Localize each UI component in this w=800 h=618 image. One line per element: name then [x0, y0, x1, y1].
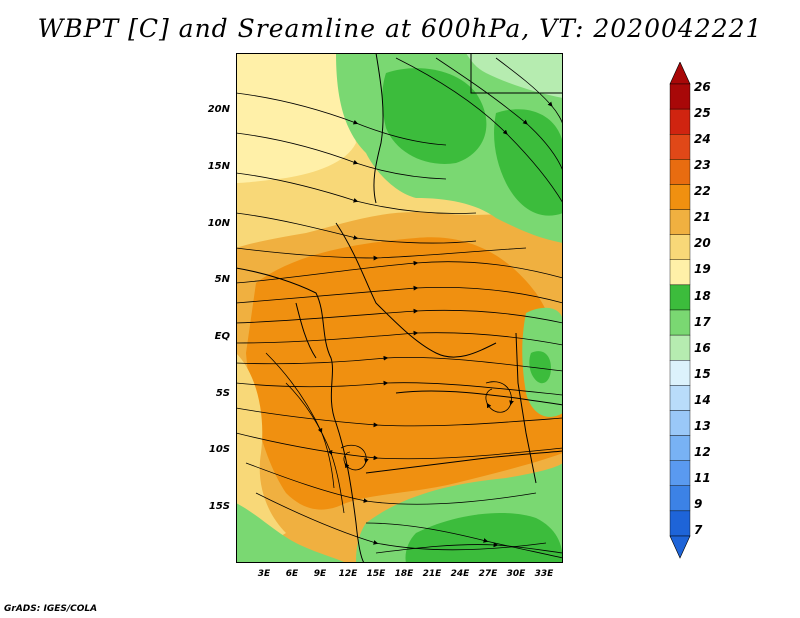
wbpt-field-16-north — [466, 53, 563, 98]
map-panel — [236, 53, 563, 563]
lat-label-5n: 5N — [214, 274, 230, 285]
colorbar-label-15: 15 — [694, 367, 711, 381]
colorbar-segment-13 — [669, 410, 691, 436]
colorbar-label-26: 26 — [694, 80, 711, 94]
lon-label-15e: 15E — [366, 569, 386, 579]
colorbar-label-18: 18 — [694, 289, 711, 303]
lat-label-10n: 10N — [207, 218, 230, 229]
colorbar-label-21: 21 — [694, 210, 711, 224]
colorbar-segment-15 — [669, 360, 691, 386]
colorbar-label-17: 17 — [694, 315, 711, 329]
colorbar-segment-26 — [669, 83, 691, 110]
lon-label-18e: 18E — [394, 569, 414, 579]
colorbar-segment-9 — [669, 485, 691, 512]
lat-label-5s: 5S — [215, 388, 230, 399]
lon-label-30e: 30E — [506, 569, 526, 579]
colorbar-label-23: 23 — [694, 158, 711, 172]
colorbar-label-11: 11 — [694, 471, 711, 485]
wbpt-field-18-ne — [494, 109, 563, 216]
colorbar-label-13: 13 — [694, 419, 711, 433]
wbpt-field-19-nw — [236, 53, 356, 183]
lat-label-eq: EQ — [214, 331, 230, 342]
colorbar-segment-20 — [669, 234, 691, 260]
colorbar-segment-22 — [669, 184, 691, 210]
colorbar-label-12: 12 — [694, 445, 711, 459]
colorbar-segment-21 — [669, 209, 691, 235]
lon-label-21e: 21E — [422, 569, 442, 579]
lat-label-15n: 15N — [207, 161, 230, 172]
colorbar-segment-24 — [669, 134, 691, 160]
wbpt-field-18-south — [405, 513, 563, 563]
wbpt-field-17-sw — [236, 503, 346, 563]
colorbar-bottom-arrow — [669, 535, 691, 559]
lon-label-33e: 33E — [534, 569, 554, 579]
colorbar-segments — [669, 83, 691, 537]
colorbar-label-22: 22 — [694, 184, 711, 198]
colorbar-label-9: 9 — [694, 497, 703, 511]
lon-label-6e: 6E — [285, 569, 299, 579]
colorbar-label-7: 7 — [694, 523, 703, 537]
colorbar-segment-19 — [669, 259, 691, 286]
lat-label-15s: 15S — [208, 501, 230, 512]
colorbar-label-19: 19 — [694, 262, 711, 276]
colorbar-segment-23 — [669, 159, 691, 185]
colorbar-label-25: 25 — [694, 106, 711, 120]
colorbar-segment-16 — [669, 334, 691, 361]
streamlines — [236, 57, 563, 559]
lon-label-9e: 9E — [313, 569, 327, 579]
colorbar-label-24: 24 — [694, 132, 711, 146]
colorbar-top-arrow — [669, 62, 691, 85]
lon-label-12e: 12E — [338, 569, 358, 579]
colorbar-label-20: 20 — [694, 236, 711, 250]
colorbar-label-16: 16 — [694, 341, 711, 355]
colorbar-segment-7 — [669, 510, 691, 537]
lon-label-27e: 27E — [478, 569, 498, 579]
colorbar-segment-25 — [669, 108, 691, 135]
colorbar-segment-18 — [669, 284, 691, 311]
wbpt-field-18-east — [529, 351, 551, 384]
colorbar-segment-12 — [669, 435, 691, 461]
lat-label-20n: 20N — [207, 104, 230, 115]
colorbar-segment-14 — [669, 385, 691, 411]
colorbar-segment-11 — [669, 460, 691, 486]
lon-label-3e: 3E — [257, 569, 271, 579]
lat-label-10s: 10S — [208, 444, 230, 455]
chart-title: WBPT [C] and Sreamline at 600hPa, VT: 20… — [37, 14, 763, 43]
colorbar-label-14: 14 — [694, 393, 711, 407]
colorbar-segment-17 — [669, 309, 691, 336]
wbpt-field-18-north — [382, 68, 487, 164]
colorbar — [669, 62, 691, 559]
footer-credit: GrADS: IGES/COLA — [4, 604, 98, 614]
lon-label-24e: 24E — [450, 569, 470, 579]
